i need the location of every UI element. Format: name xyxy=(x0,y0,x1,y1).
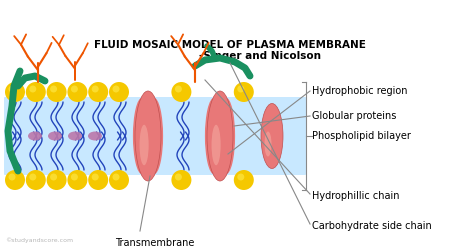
Circle shape xyxy=(46,82,67,102)
Text: Globular proteins: Globular proteins xyxy=(312,111,396,121)
Ellipse shape xyxy=(139,125,149,165)
Circle shape xyxy=(46,170,67,190)
Circle shape xyxy=(26,82,46,102)
Ellipse shape xyxy=(48,132,62,140)
FancyBboxPatch shape xyxy=(4,97,306,175)
Circle shape xyxy=(5,82,25,102)
Ellipse shape xyxy=(207,91,233,181)
Ellipse shape xyxy=(28,132,42,140)
Circle shape xyxy=(172,82,191,102)
Ellipse shape xyxy=(88,132,102,140)
Circle shape xyxy=(175,86,182,92)
Circle shape xyxy=(67,170,87,190)
Circle shape xyxy=(71,173,78,181)
Circle shape xyxy=(234,170,254,190)
Circle shape xyxy=(88,82,108,102)
Text: Transmembrane
protein: Transmembrane protein xyxy=(115,238,195,246)
Circle shape xyxy=(71,86,78,92)
Circle shape xyxy=(50,173,57,181)
Text: ©studyandscore.com: ©studyandscore.com xyxy=(5,237,73,243)
Circle shape xyxy=(172,170,191,190)
Ellipse shape xyxy=(217,98,235,174)
Circle shape xyxy=(67,82,87,102)
Text: -Singer and Nicolson: -Singer and Nicolson xyxy=(199,51,321,61)
Text: FLUID MOSAIC MODEL OF PLASMA MEMBRANE: FLUID MOSAIC MODEL OF PLASMA MEMBRANE xyxy=(94,40,366,50)
Text: Hydrophobic region: Hydrophobic region xyxy=(312,86,408,96)
Ellipse shape xyxy=(213,95,227,176)
Ellipse shape xyxy=(135,91,161,181)
Circle shape xyxy=(237,173,244,181)
Ellipse shape xyxy=(261,104,283,169)
Circle shape xyxy=(9,173,16,181)
Ellipse shape xyxy=(142,95,155,176)
Circle shape xyxy=(29,173,36,181)
Circle shape xyxy=(26,170,46,190)
Circle shape xyxy=(112,173,119,181)
Circle shape xyxy=(50,86,57,92)
Circle shape xyxy=(109,170,129,190)
Circle shape xyxy=(91,86,99,92)
Ellipse shape xyxy=(264,132,272,156)
Ellipse shape xyxy=(133,98,151,174)
Ellipse shape xyxy=(211,125,221,165)
Ellipse shape xyxy=(205,98,223,174)
Text: Carbohydrate side chain: Carbohydrate side chain xyxy=(312,221,432,231)
Circle shape xyxy=(112,86,119,92)
Circle shape xyxy=(91,173,99,181)
Circle shape xyxy=(9,86,16,92)
Ellipse shape xyxy=(145,98,163,174)
Circle shape xyxy=(237,86,244,92)
Circle shape xyxy=(88,170,108,190)
Circle shape xyxy=(29,86,36,92)
Circle shape xyxy=(109,82,129,102)
Circle shape xyxy=(5,170,25,190)
Text: Hydrophillic chain: Hydrophillic chain xyxy=(312,191,400,201)
Circle shape xyxy=(175,173,182,181)
Circle shape xyxy=(234,82,254,102)
Ellipse shape xyxy=(68,132,82,140)
Text: Phospholipid bilayer: Phospholipid bilayer xyxy=(312,131,411,141)
